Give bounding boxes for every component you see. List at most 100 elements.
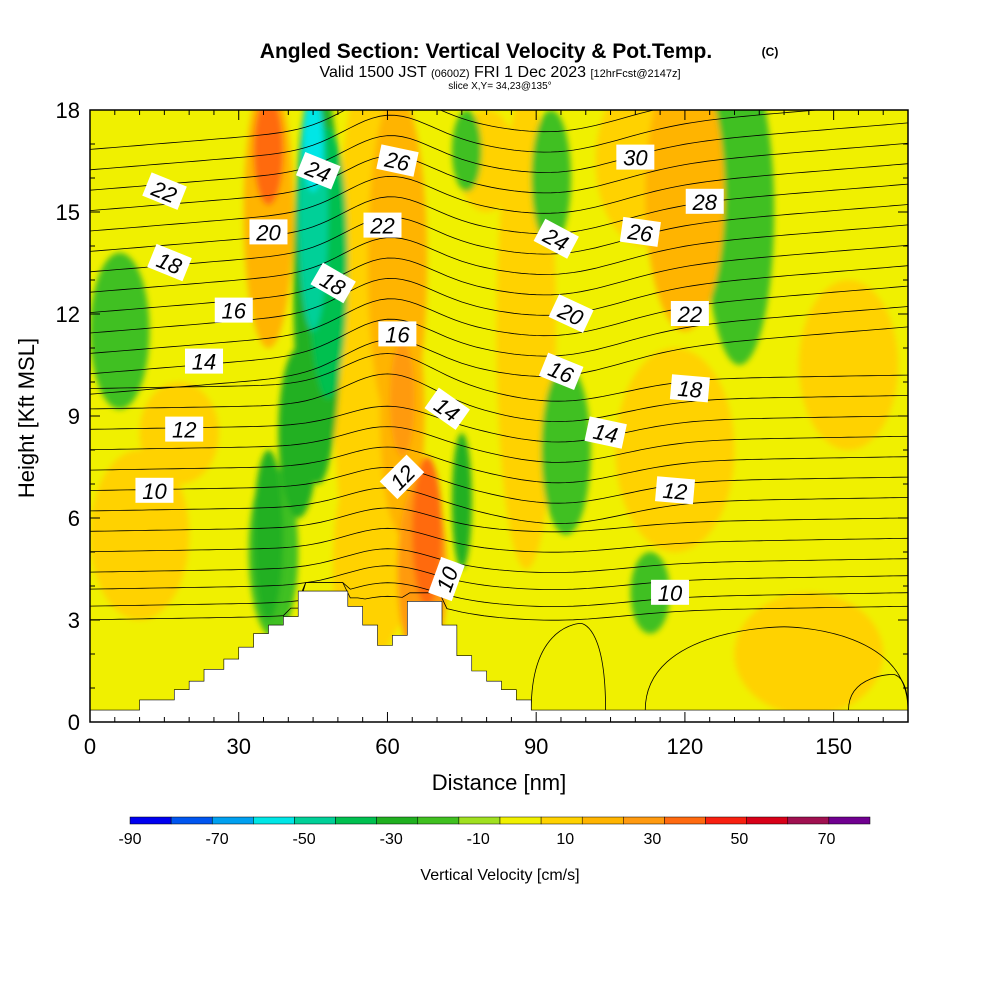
isoline-label-box	[142, 172, 187, 210]
isoline-label-text: 16	[222, 299, 247, 324]
velocity-cell	[90, 252, 150, 410]
x-tick-label: 0	[84, 734, 96, 759]
isoline-label-text: 22	[677, 302, 702, 327]
theta-isoline-low	[530, 622, 606, 711]
colorbar-swatch	[335, 816, 377, 825]
colorbar-swatch	[623, 816, 665, 825]
isoline-label-box	[379, 454, 425, 500]
theta-isoline	[90, 163, 908, 232]
colorbar-tick-label: -50	[293, 831, 316, 848]
y-tick-label: 9	[68, 404, 80, 429]
isoline-label-text: 28	[691, 190, 717, 215]
theta-isoline	[90, 582, 908, 607]
theta-isoline	[90, 183, 908, 252]
theta-isoline	[90, 224, 908, 293]
theta-isoline	[90, 373, 908, 423]
isoline-label-box	[165, 416, 204, 442]
valid-time: Valid 1500 JST	[319, 64, 427, 81]
x-axis-label: Distance [nm]	[432, 770, 567, 795]
colorbar-swatch	[705, 816, 747, 825]
isoline-label-box	[533, 218, 579, 259]
colorbar-swatch	[664, 816, 706, 825]
theta-isoline	[90, 565, 908, 590]
y-axis-label: Height [Kft MSL]	[14, 338, 39, 498]
colorbar-swatch	[376, 816, 419, 825]
colorbar-label: Vertical Velocity [cm/s]	[420, 867, 579, 884]
x-tick-label: 60	[375, 734, 399, 759]
isoline-label-box	[685, 188, 724, 214]
theta-isoline	[90, 122, 908, 191]
isoline-label: 14	[185, 348, 224, 375]
isoline-label-box	[310, 262, 356, 304]
y-tick-label: 15	[56, 200, 80, 225]
velocity-cell	[367, 110, 428, 433]
valid-time-line: Valid 1500 JST (0600Z) FRI 1 Dec 2023 [1…	[319, 64, 680, 81]
theta-isoline	[90, 326, 908, 395]
colorbar-swatch	[458, 816, 501, 825]
isoline-label: 10	[135, 477, 174, 504]
velocity-cell	[253, 110, 284, 206]
isoline-label-box	[584, 416, 627, 449]
utc-time: (0600Z)	[431, 68, 470, 80]
potential-temperature-isolines	[90, 110, 908, 711]
colorbar-swatch	[253, 816, 295, 825]
slice-info: slice X,Y= 34,23@135°	[448, 81, 551, 92]
isoline-label: 12	[655, 476, 696, 505]
theta-isoline	[90, 426, 908, 463]
isoline-label: 28	[685, 188, 724, 215]
isoline-label-text: 10	[142, 479, 167, 504]
velocity-cell	[630, 552, 671, 634]
colorbar-tick-label: -30	[380, 831, 403, 848]
y-tick-label: 6	[68, 506, 80, 531]
theta-isoline	[90, 306, 908, 375]
forecast-run: [12hrFcst@2147z]	[590, 68, 680, 80]
theta-isoline	[90, 548, 908, 573]
isoline-label-text: 10	[658, 581, 683, 606]
isoline-label-text: 18	[677, 376, 704, 403]
isoline-label-text: 26	[382, 147, 413, 177]
isoline-label-box	[249, 219, 288, 245]
valid-date: FRI 1 Dec 2023	[474, 64, 586, 81]
isoline-label-box	[214, 297, 253, 323]
velocity-cell	[798, 280, 899, 450]
theta-isoline	[90, 507, 908, 533]
theta-isoline	[90, 405, 908, 443]
isoline-label-text: 16	[385, 322, 410, 347]
terrain-profile	[89, 590, 909, 723]
velocity-cell	[451, 433, 472, 569]
theta-isoline	[90, 110, 656, 150]
theta-isoline	[90, 582, 908, 621]
isoline-label-text: 12	[172, 418, 196, 443]
colorbar: -90 -70 -50 -30 -10 10 30 50 70	[118, 816, 871, 848]
theta-isoline	[90, 487, 908, 525]
y-tick-label: 3	[68, 608, 80, 633]
isoline-label-box	[376, 144, 419, 177]
theta-isoline-low	[848, 673, 908, 711]
isoline-label-box	[363, 212, 402, 238]
isoline-label-box	[548, 294, 594, 333]
theta-isoline	[90, 110, 823, 171]
theta-isoline	[90, 204, 908, 273]
isoline-label-box	[295, 152, 341, 190]
velocity-cell	[253, 450, 284, 620]
isoline-label-text: 26	[625, 219, 654, 247]
y-tick-label: 18	[56, 98, 80, 123]
colorbar-tick-label: 50	[731, 831, 749, 848]
theta-isoline	[90, 466, 908, 504]
isoline-label-box	[670, 301, 709, 326]
velocity-cell	[451, 110, 482, 192]
velocity-cell	[645, 110, 725, 331]
isoline-label: 16	[214, 297, 253, 324]
colorbar-swatch	[294, 816, 336, 825]
isoline-label-box	[424, 387, 470, 430]
isoline-label-box	[378, 321, 417, 347]
velocity-cell	[412, 456, 442, 607]
theta-isoline	[90, 446, 908, 484]
isoline-label: 14	[584, 416, 627, 449]
x-tick-label: 150	[815, 734, 852, 759]
colorbar-swatch	[787, 816, 830, 825]
y-tick-label: 0	[68, 710, 80, 735]
isoline-label-text: 14	[591, 419, 620, 449]
